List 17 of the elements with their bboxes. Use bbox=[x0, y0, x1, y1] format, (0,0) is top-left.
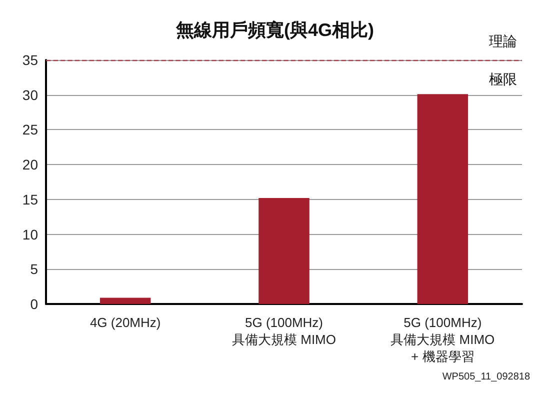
x-tick-label: 5G (100MHz) 具備大規模 MIMO + 機器學習 bbox=[390, 315, 495, 364]
y-tick-label: 30 bbox=[22, 86, 38, 103]
y-tick-label: 25 bbox=[22, 122, 38, 138]
x-tick-label: 4G (20MHz) bbox=[90, 315, 161, 330]
text: WP505_11_092818 bbox=[442, 372, 530, 382]
y-tick-label: 5 bbox=[30, 261, 38, 278]
bar bbox=[417, 94, 468, 304]
text: 理論極限 bbox=[489, 33, 517, 87]
bar bbox=[100, 298, 151, 304]
y-tick-label: 35 bbox=[22, 52, 38, 68]
y-tick-label: 15 bbox=[22, 191, 38, 208]
y-tick-label: 0 bbox=[30, 296, 38, 312]
y-tick-label: 20 bbox=[22, 156, 38, 173]
x-tick-label: 5G (100MHz) 具備大規模 MIMO bbox=[232, 315, 336, 347]
y-tick-label: 10 bbox=[22, 226, 38, 242]
bar bbox=[258, 198, 310, 304]
chart-title: 無線用戶頻寬(與4G相比) bbox=[175, 20, 374, 40]
